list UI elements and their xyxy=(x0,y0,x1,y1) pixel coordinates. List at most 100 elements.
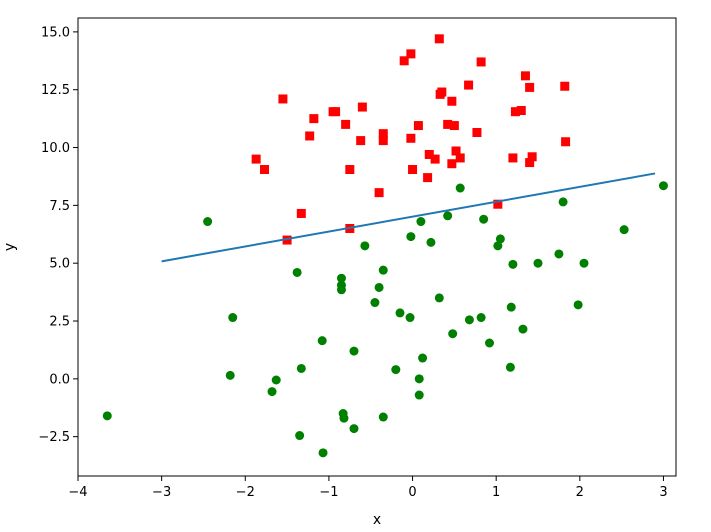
green-circle-point-26 xyxy=(406,232,416,242)
x-tick-label: 2 xyxy=(576,485,584,500)
y-tick-label: 2.5 xyxy=(49,315,70,330)
green-circle-point-20 xyxy=(374,282,384,292)
red-square-point-10 xyxy=(345,165,355,175)
red-square-point-0 xyxy=(251,154,261,164)
green-circle-point-13 xyxy=(336,285,346,295)
red-square-point-12 xyxy=(356,136,366,146)
green-circle-point-24 xyxy=(395,308,405,318)
green-circle-point-28 xyxy=(414,374,424,384)
green-circle-point-42 xyxy=(505,362,515,372)
green-circle-point-40 xyxy=(493,241,503,251)
green-circle-point-50 xyxy=(579,258,589,268)
red-square-point-17 xyxy=(399,56,409,66)
red-square-point-22 xyxy=(423,173,433,183)
red-square-point-43 xyxy=(525,158,535,168)
green-circle-point-8 xyxy=(296,363,306,373)
green-circle-point-43 xyxy=(506,302,516,312)
red-square-point-44 xyxy=(527,152,537,162)
red-square-point-4 xyxy=(296,208,306,218)
green-circle-point-16 xyxy=(349,424,359,434)
green-circle-point-0 xyxy=(102,411,112,421)
green-circle-point-32 xyxy=(434,293,444,303)
green-circle-point-7 xyxy=(295,431,305,441)
green-circle-point-2 xyxy=(228,313,238,323)
red-square-point-34 xyxy=(464,80,474,90)
green-circle-point-21 xyxy=(378,265,388,275)
red-square-point-16 xyxy=(378,129,388,139)
red-square-point-30 xyxy=(447,159,457,169)
red-square-point-19 xyxy=(406,133,416,143)
green-circle-point-1 xyxy=(203,217,213,227)
red-square-point-46 xyxy=(561,137,571,147)
x-axis-label: x xyxy=(373,512,381,528)
red-square-point-27 xyxy=(437,87,447,97)
red-square-point-21 xyxy=(413,121,423,131)
green-circle-point-31 xyxy=(426,237,436,247)
green-circle-point-39 xyxy=(484,338,494,348)
red-square-point-37 xyxy=(493,199,503,209)
red-square-point-36 xyxy=(476,57,486,67)
red-square-point-5 xyxy=(305,131,315,141)
red-square-point-32 xyxy=(451,146,461,156)
green-circle-point-33 xyxy=(443,211,453,221)
y-tick-label: 12.5 xyxy=(41,83,70,98)
red-square-point-40 xyxy=(516,106,526,116)
y-tick-label: 10.0 xyxy=(41,141,70,156)
green-circle-point-10 xyxy=(318,448,328,458)
green-circle-point-9 xyxy=(317,336,327,346)
green-circle-point-23 xyxy=(391,365,401,375)
fit-line xyxy=(161,172,656,263)
green-circle-point-18 xyxy=(360,241,370,251)
green-circle-point-46 xyxy=(533,258,543,268)
x-tick-label: 1 xyxy=(492,485,500,500)
green-circle-point-11 xyxy=(336,273,346,283)
green-circle-point-49 xyxy=(573,300,583,310)
red-square-point-45 xyxy=(560,81,570,91)
red-square-point-42 xyxy=(525,82,535,92)
green-circle-point-15 xyxy=(339,413,349,423)
red-square-point-15 xyxy=(378,136,388,146)
y-tick-label: 15.0 xyxy=(41,25,70,40)
green-circle-point-51 xyxy=(619,225,629,235)
y-tick-label: 0.0 xyxy=(49,372,70,387)
red-square-point-8 xyxy=(331,107,341,117)
red-square-point-14 xyxy=(374,188,384,198)
plot-frame xyxy=(77,17,677,477)
red-square-point-31 xyxy=(449,121,459,131)
x-tick-label: −2 xyxy=(236,485,255,500)
red-square-point-28 xyxy=(443,119,453,129)
x-tick-label: 0 xyxy=(408,485,416,500)
green-circle-point-5 xyxy=(271,375,281,385)
green-circle-point-3 xyxy=(225,370,235,380)
y-axis: −2.5 0.0 2.5 5.0 7.5 10.0 12.5 15.0 xyxy=(38,25,78,445)
green-circle-point-52 xyxy=(658,181,668,191)
green-circle-point-48 xyxy=(558,197,568,207)
x-tick-label: −4 xyxy=(68,485,87,500)
red-square-point-25 xyxy=(434,34,444,44)
green-circle-point-22 xyxy=(378,412,388,422)
green-circle-point-30 xyxy=(418,353,428,363)
green-circle-point-44 xyxy=(508,259,518,269)
green-circle-point-4 xyxy=(267,387,277,397)
green-circle-point-29 xyxy=(416,217,426,227)
green-circle-point-19 xyxy=(370,298,380,308)
green-circle-point-45 xyxy=(518,324,528,334)
red-square-point-35 xyxy=(472,128,482,137)
red-square-point-41 xyxy=(520,71,530,81)
red-square-point-39 xyxy=(510,107,520,117)
red-square-point-13 xyxy=(357,102,367,112)
y-tick-label: 5.0 xyxy=(49,257,70,272)
green-circle-point-41 xyxy=(495,234,505,244)
red-square-point-3 xyxy=(282,235,292,245)
green-circle-point-47 xyxy=(554,249,564,259)
red-square-point-33 xyxy=(455,153,465,163)
red-square-point-2 xyxy=(278,94,288,104)
red-square-point-38 xyxy=(508,153,518,163)
x-tick-label: −1 xyxy=(319,485,338,500)
x-tick-label: −3 xyxy=(152,485,171,500)
red-square-point-23 xyxy=(424,149,434,159)
y-tick-label: −2.5 xyxy=(38,430,70,445)
green-circle-point-36 xyxy=(464,315,474,325)
red-square-point-6 xyxy=(309,114,319,124)
